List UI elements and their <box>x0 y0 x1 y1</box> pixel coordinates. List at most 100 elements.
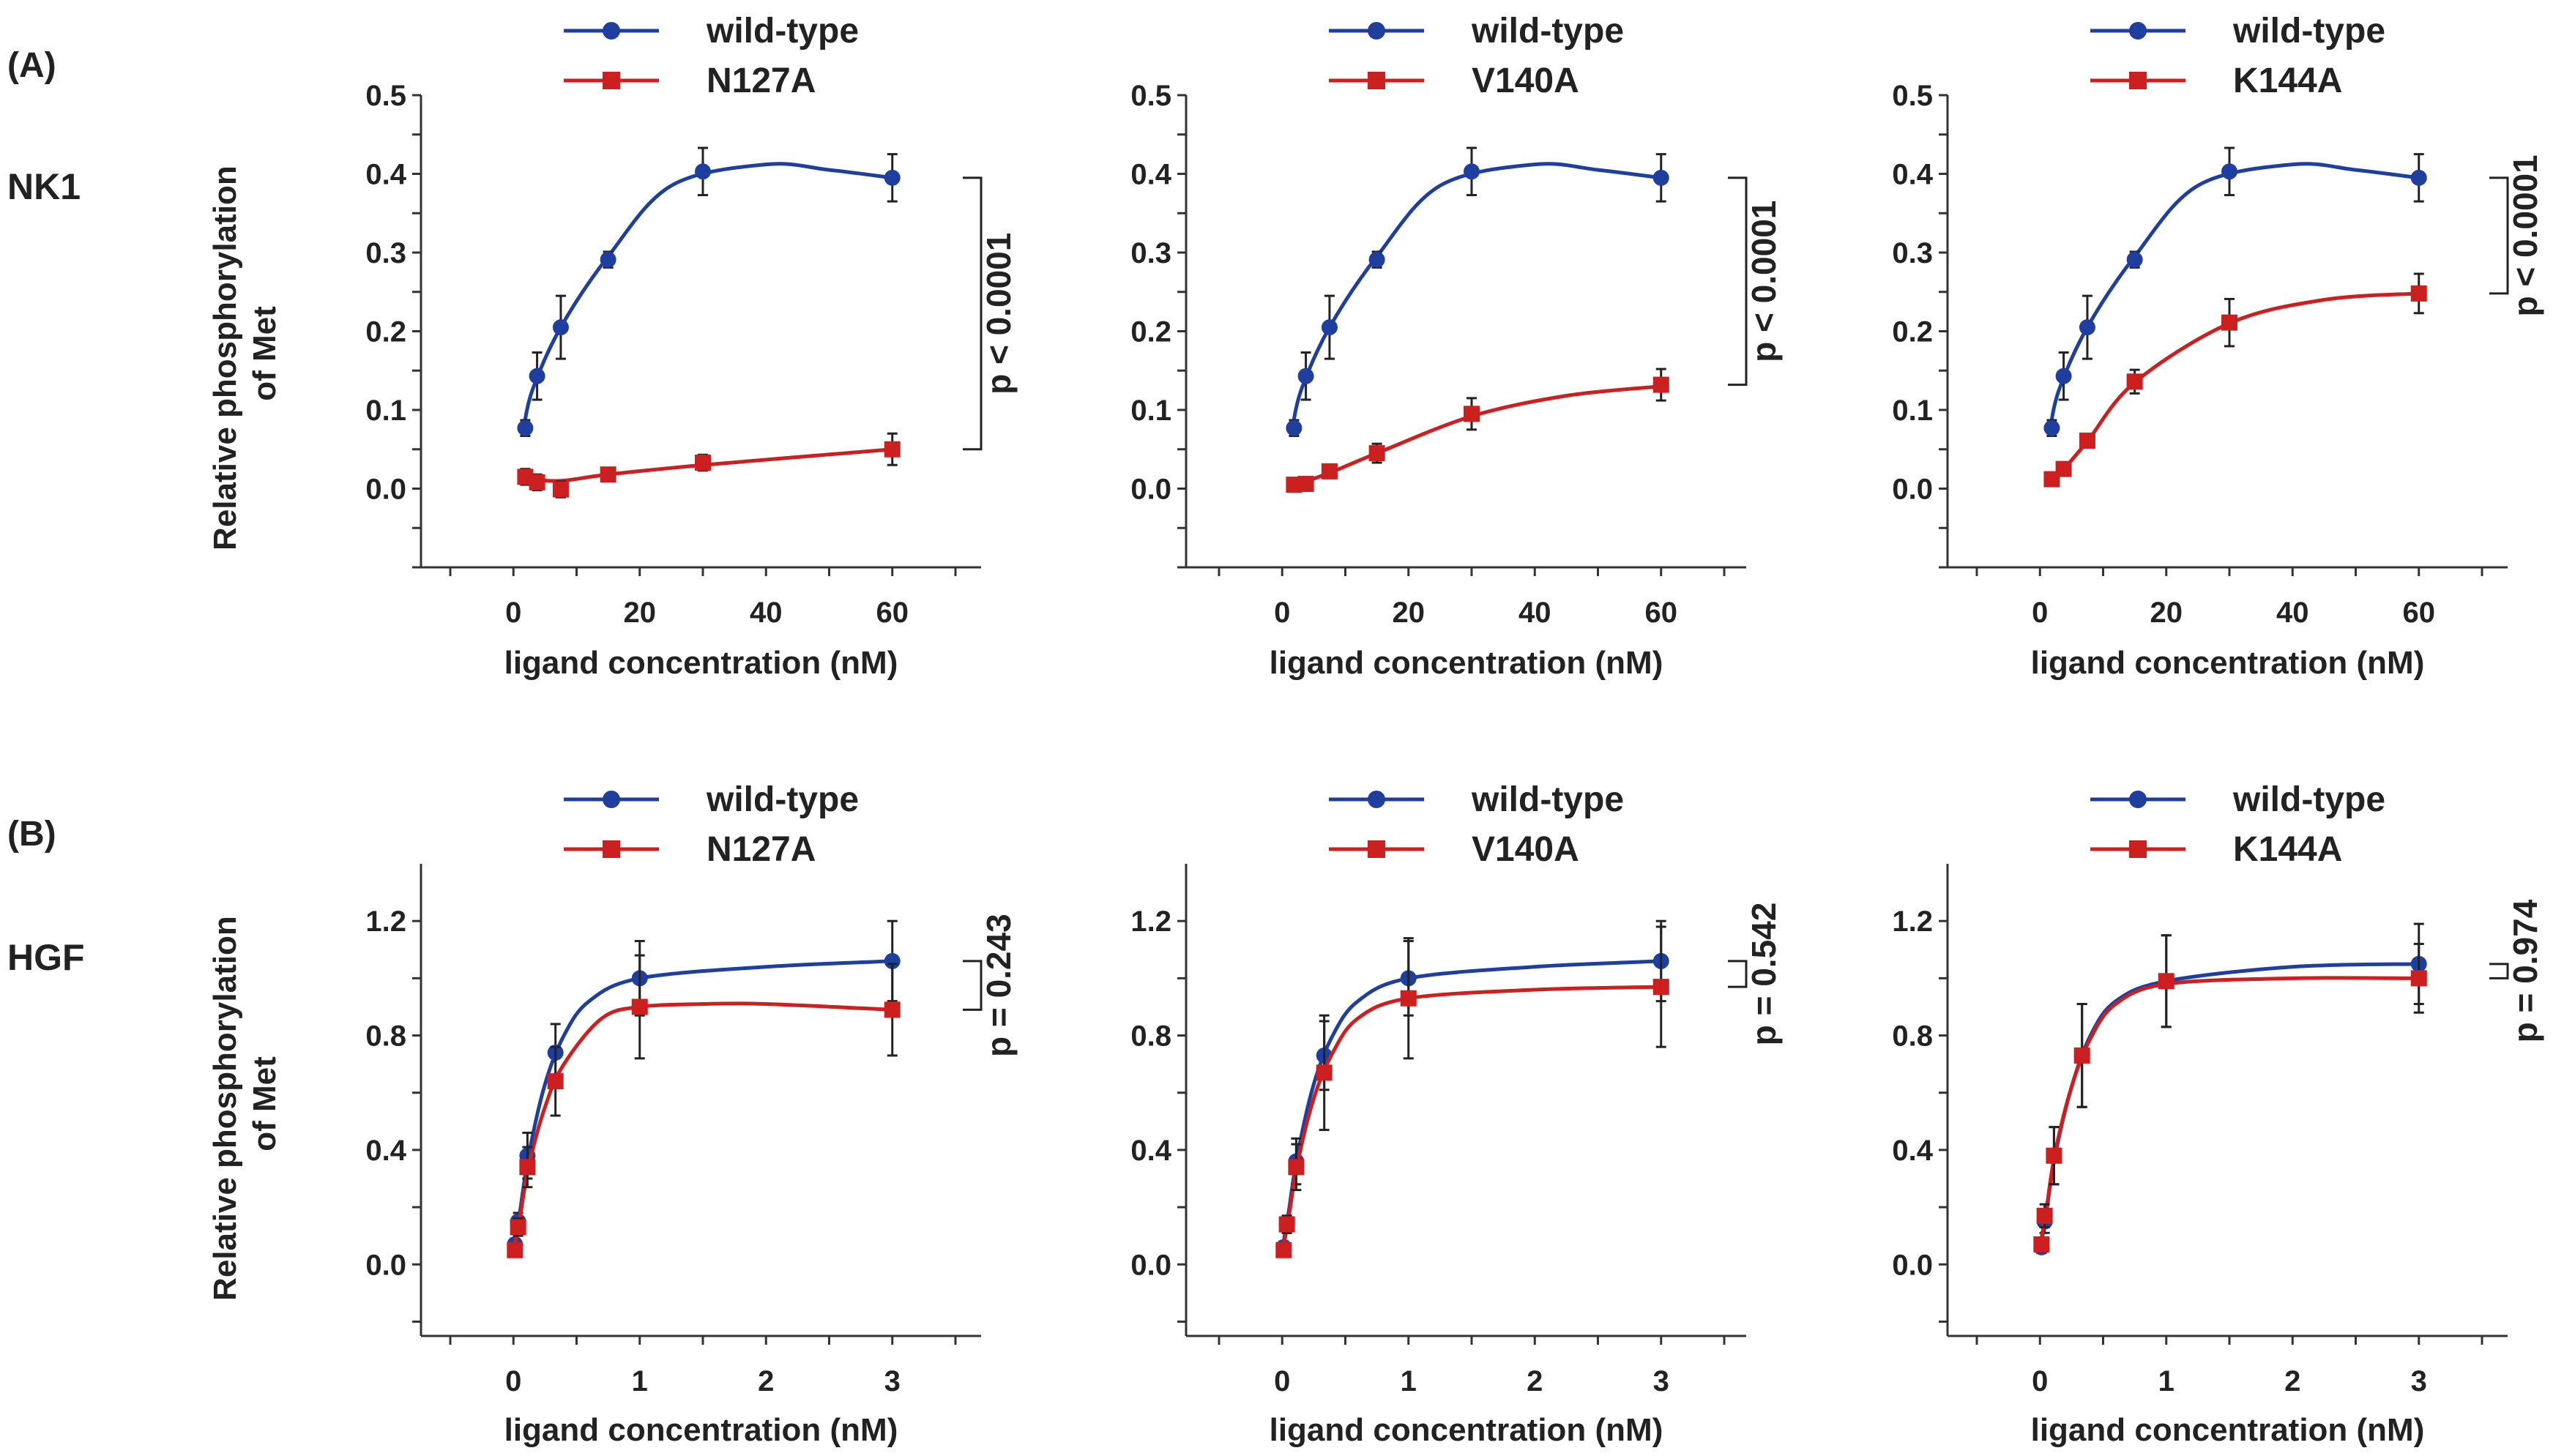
data-point-k144a <box>2046 1147 2062 1164</box>
x-tick-label: 2 <box>2284 1365 2300 1397</box>
panel-label-b: (B) <box>7 815 56 854</box>
x-axis-title: ligand concentration (nM) <box>1270 1412 1663 1448</box>
data-point-n127a <box>600 466 616 483</box>
y-tick-label: 0.4 <box>365 1135 406 1167</box>
data-point-n127a <box>695 455 711 471</box>
data-point-wild-type <box>2410 169 2427 186</box>
legend-marker-n127a <box>603 840 620 858</box>
data-point-wild-type <box>529 367 545 384</box>
data-point-wild-type <box>884 952 901 969</box>
data-point-k144a <box>2126 373 2143 390</box>
series-line-k144a <box>2038 976 2419 1248</box>
legend-label-wild-type: wild-type <box>1471 780 1624 819</box>
data-point-v140a <box>1297 476 1314 493</box>
chart-panel-b-v140a: 0.0 0.4 0.8 1.2 0 1 2 3 ligand concentration (nM… <box>1130 780 1783 1448</box>
row-label-hgf: HGF <box>7 937 85 978</box>
x-tick-label: 0 <box>1274 1365 1290 1397</box>
significance-bracket <box>963 960 983 1011</box>
p-value-label: p = 0.542 <box>1745 903 1783 1046</box>
x-tick-label: 60 <box>2403 597 2436 629</box>
data-point-wild-type <box>695 163 711 180</box>
p-value-label: p = 0.243 <box>980 914 1018 1057</box>
chart-panel-a-n127a: 0.0 0.1 0.2 0.3 0.4 0.5 0 20 40 60 ligand concentr… <box>365 12 1018 681</box>
data-point-wild-type <box>2055 367 2072 384</box>
panel-label-a: (A) <box>7 46 56 85</box>
data-point-n127a <box>884 441 901 458</box>
p-value-label: p = 0.974 <box>2506 899 2544 1042</box>
p-value-label: p < 0.0001 <box>1745 201 1783 362</box>
data-point-v140a <box>1275 1242 1292 1258</box>
y-tick-label: 0.1 <box>365 395 406 427</box>
y-tick-label: 0.0 <box>1130 1249 1171 1281</box>
x-tick-label: 20 <box>624 597 657 629</box>
x-axis-title: ligand concentration (nM) <box>504 1412 898 1448</box>
data-point-wild-type <box>1286 419 1303 436</box>
data-point-k144a <box>2158 973 2174 990</box>
ylabel-row-a-line1: Relative phosphorylation <box>207 165 243 550</box>
series-line-n127a <box>511 1001 892 1254</box>
data-point-wild-type <box>1297 367 1314 384</box>
data-point-k144a <box>2410 285 2427 302</box>
ylabel-row-b-line1: Relative phosphorylation <box>207 916 243 1301</box>
x-axis-title: ligand concentration (nM) <box>2031 1412 2425 1448</box>
data-point-k144a <box>2073 1047 2090 1064</box>
x-axis-title: ligand concentration (nM) <box>504 645 898 681</box>
y-tick-label: 0.4 <box>1892 1135 1933 1167</box>
data-point-wild-type <box>2126 251 2143 268</box>
ylabel-row-a: Relative phosphorylation of Met <box>207 157 283 550</box>
data-point-k144a <box>2079 432 2095 449</box>
legend-label-v140a: V140A <box>1472 61 1579 100</box>
x-tick-label: 1 <box>632 1365 648 1397</box>
legend-label-k144a: K144A <box>2233 830 2342 869</box>
data-point-n127a <box>884 1001 901 1018</box>
y-tick-label: 0.0 <box>1892 1249 1933 1281</box>
data-point-n127a <box>510 1219 526 1236</box>
y-tick-label: 0.8 <box>1130 1020 1171 1053</box>
y-tick-label: 0.2 <box>1130 316 1171 348</box>
y-tick-label: 0.5 <box>1130 80 1171 112</box>
x-tick-label: 40 <box>2276 597 2309 629</box>
x-tick-label: 2 <box>758 1365 774 1397</box>
y-tick-label: 0.1 <box>1892 395 1933 427</box>
x-tick-label: 0 <box>2032 597 2048 629</box>
data-point-v140a <box>1652 979 1669 996</box>
legend-marker-wild-type <box>603 22 620 40</box>
x-tick-label: 3 <box>884 1365 901 1397</box>
legend-marker-wild-type <box>1368 791 1385 808</box>
y-tick-label: 0.4 <box>1130 1135 1171 1167</box>
y-tick-label: 0.2 <box>365 316 406 348</box>
x-tick-label: 1 <box>2158 1365 2174 1397</box>
data-point-n127a <box>529 474 545 490</box>
legend-marker-wild-type <box>603 791 620 808</box>
p-value-label: p < 0.0001 <box>2506 154 2544 316</box>
y-tick-label: 0.3 <box>365 237 406 269</box>
data-point-v140a <box>1368 445 1385 462</box>
y-tick-label: 0.0 <box>1130 474 1171 506</box>
x-tick-label: 0 <box>505 597 521 629</box>
ylabel-row-b-line2: of Met <box>247 1056 283 1151</box>
p-value-label: p < 0.0001 <box>980 233 1018 395</box>
x-tick-label: 20 <box>1393 597 1426 629</box>
y-tick-label: 0.3 <box>1892 237 1933 269</box>
data-point-wild-type <box>2043 419 2060 436</box>
x-tick-label: 0 <box>1274 597 1290 629</box>
legend-label-v140a: V140A <box>1472 830 1579 869</box>
significance-bracket <box>1728 176 1748 387</box>
legend-label-wild-type: wild-type <box>2232 780 2385 819</box>
x-tick-label: 2 <box>1527 1365 1543 1397</box>
x-axis-title: ligand concentration (nM) <box>2031 645 2425 681</box>
legend-label-n127a: N127A <box>707 61 816 100</box>
data-point-k144a <box>2221 314 2237 331</box>
data-point-wild-type <box>1321 319 1338 336</box>
data-point-k144a <box>2033 1236 2050 1252</box>
data-point-v140a <box>1464 406 1480 422</box>
y-tick-label: 0.0 <box>1892 474 1933 506</box>
y-tick-label: 0.0 <box>365 474 406 506</box>
legend-marker-wild-type <box>2129 791 2147 808</box>
y-tick-label: 0.5 <box>365 80 406 112</box>
data-point-wild-type <box>2079 319 2095 336</box>
x-tick-label: 3 <box>1653 1365 1669 1397</box>
